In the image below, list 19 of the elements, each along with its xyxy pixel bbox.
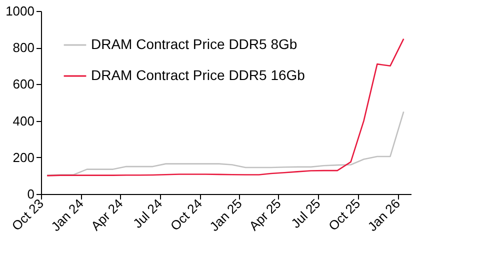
x-tick-label: Jul 25	[288, 196, 324, 231]
x-tick-label: Jan 26	[364, 196, 404, 234]
x-tick-label: Jul 24	[130, 196, 166, 231]
x-tick-label: Oct 24	[167, 196, 206, 234]
y-tick-label: 600	[12, 76, 34, 92]
line-series	[46, 111, 404, 176]
legend-label: DRAM Contract Price DDR5 8Gb	[91, 36, 298, 52]
x-tick-label: Apr 25	[246, 196, 284, 234]
x-tick-label: Oct 25	[325, 196, 364, 234]
line-series	[46, 38, 404, 176]
legend-label: DRAM Contract Price DDR5 16Gb	[91, 67, 306, 83]
y-tick-label: 400	[12, 113, 34, 128]
y-tick-label: 200	[12, 150, 34, 165]
y-tick-label: 800	[12, 40, 34, 56]
x-tick-label: Jan 24	[48, 196, 86, 234]
y-tick-label: 1000	[6, 4, 34, 18]
x-tick-label: Jan 25	[206, 196, 245, 234]
y-tick-label: 0	[27, 186, 34, 202]
x-tick-label: Apr 24	[88, 196, 126, 234]
